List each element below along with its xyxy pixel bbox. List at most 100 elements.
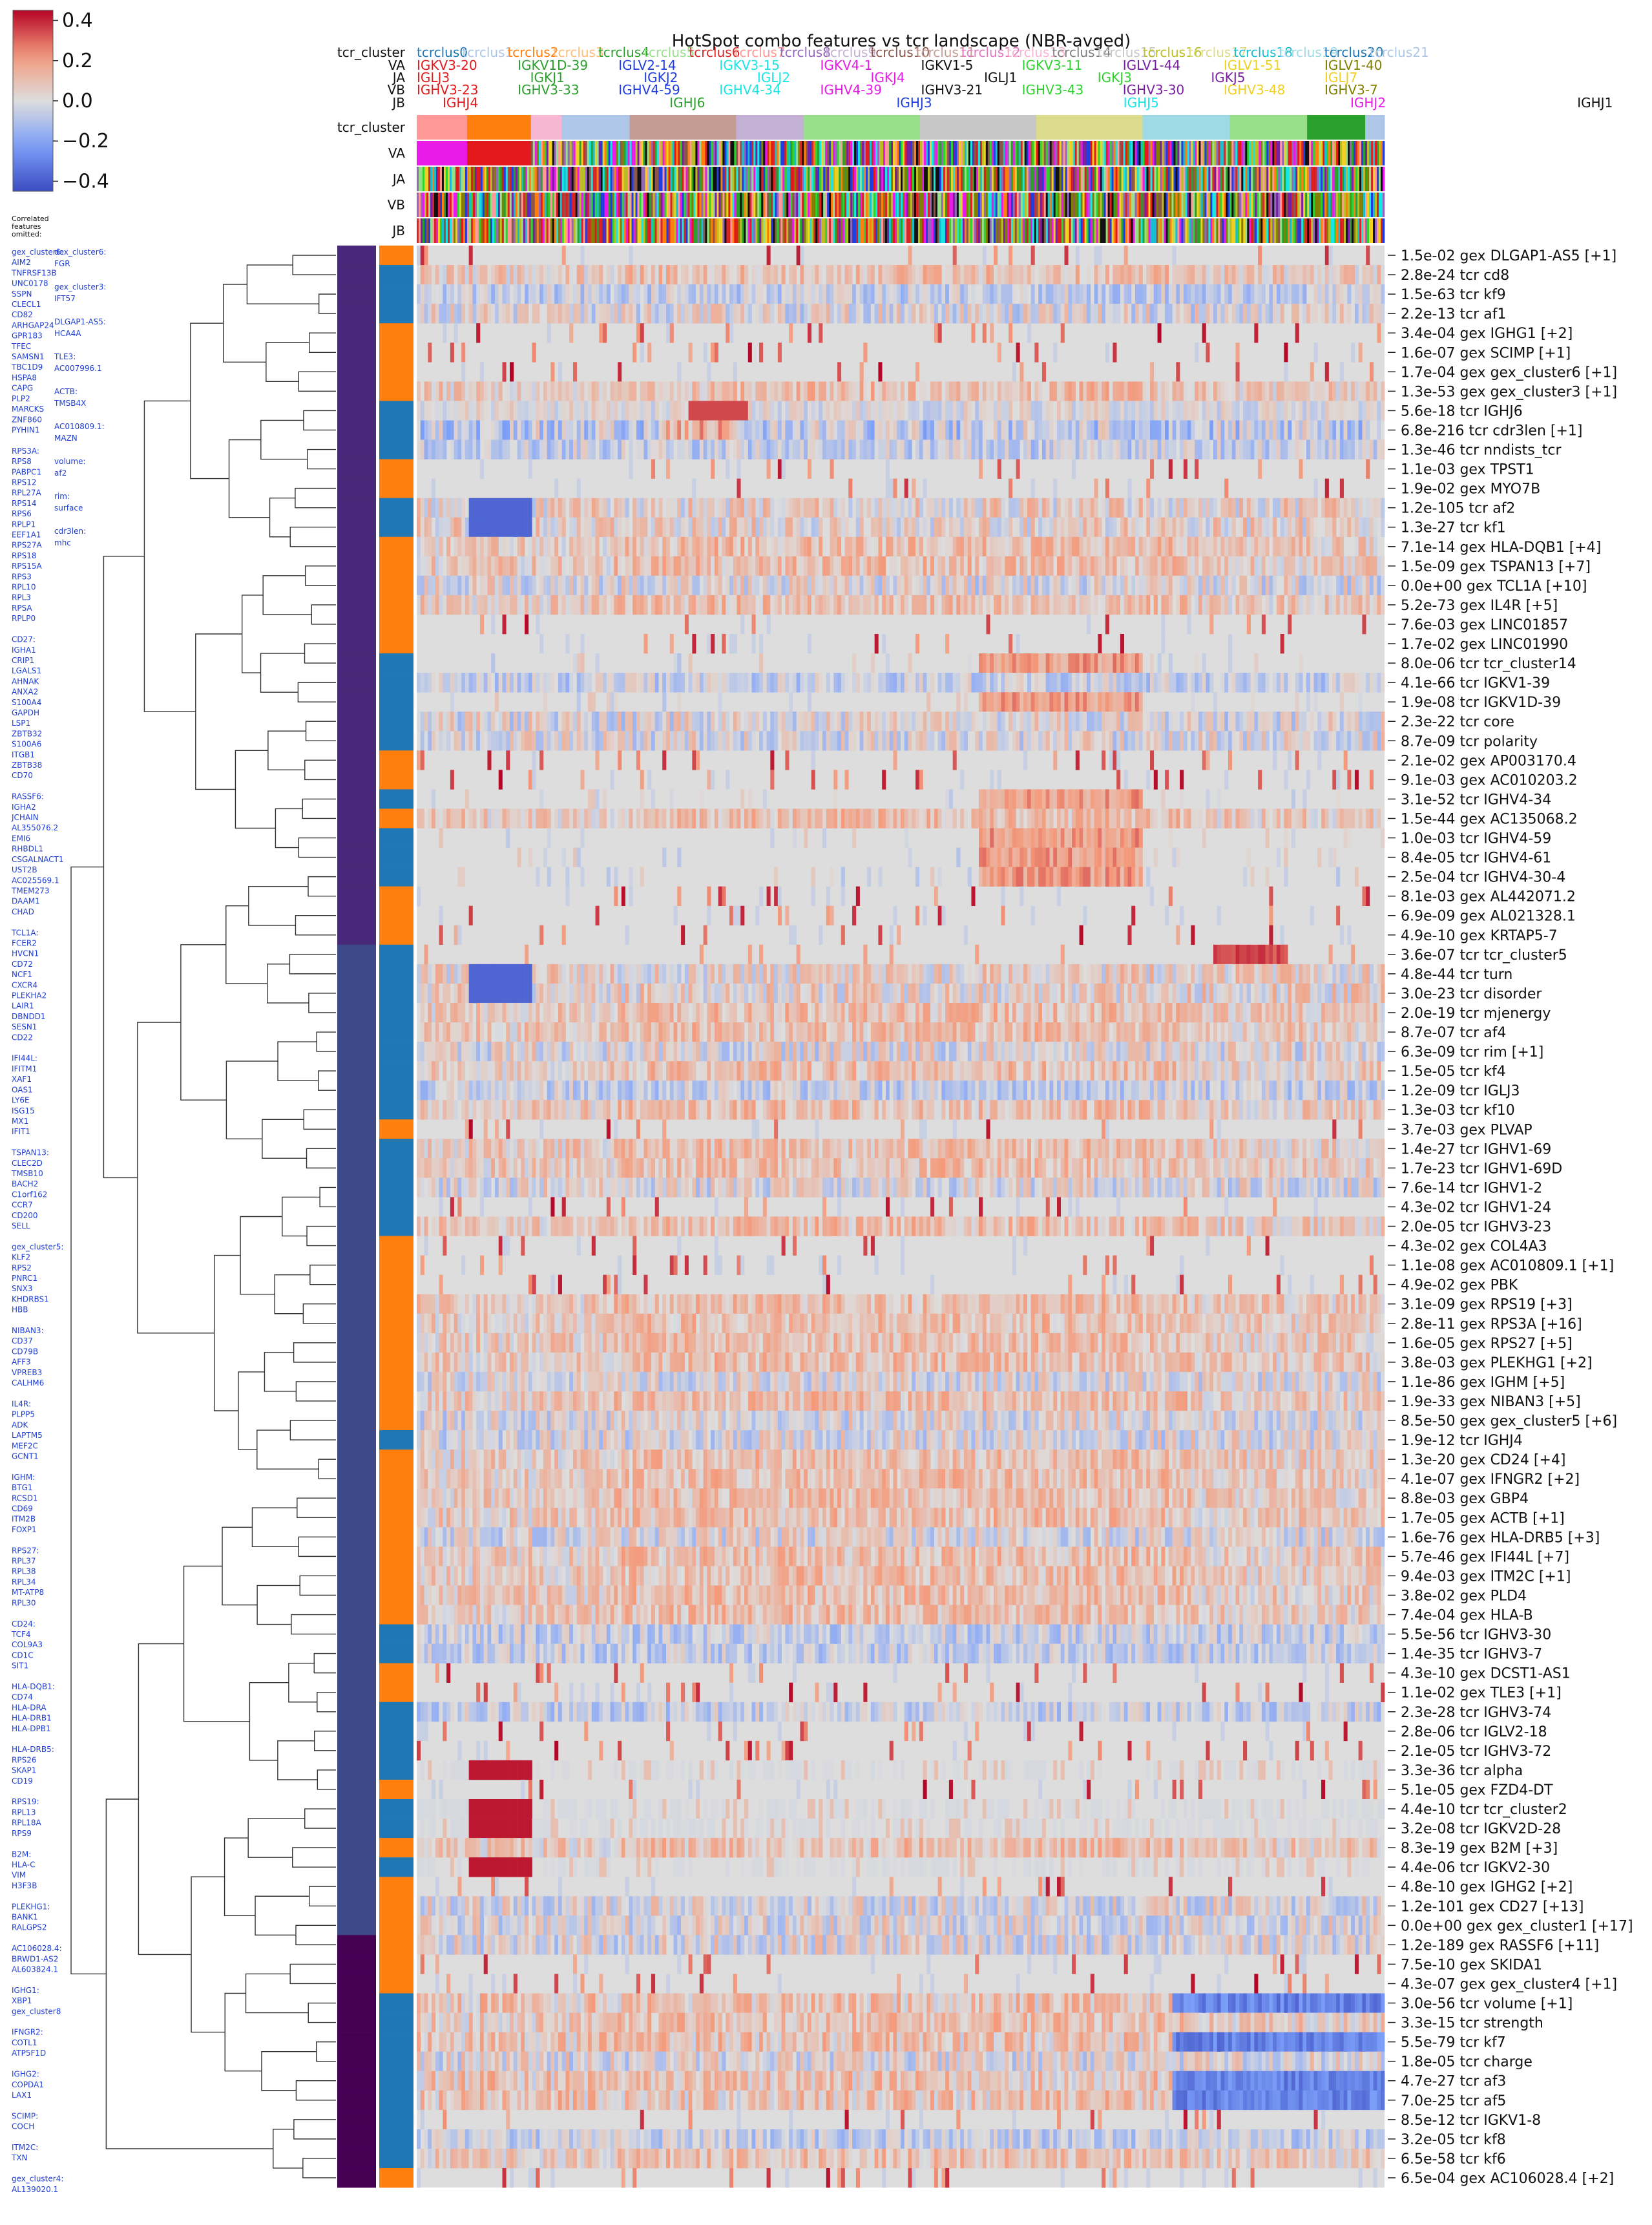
gene-header-label: IGHV3-7	[1324, 82, 1378, 98]
dendrogram-branch	[307, 448, 336, 470]
heatmap-cell	[565, 265, 570, 285]
heatmap-cell	[1195, 304, 1199, 324]
heatmap-cell	[1195, 284, 1199, 304]
heatmap-cell	[897, 401, 901, 421]
gene-header-label: IGHV4-34	[719, 82, 781, 98]
heatmap-cell	[874, 284, 879, 304]
track-cell	[1041, 218, 1045, 243]
omitted-feature: ZBTB32	[12, 729, 42, 738]
heatmap-cell	[673, 498, 678, 518]
track-cell	[649, 193, 651, 217]
track-cell	[486, 218, 489, 243]
track-cell	[1051, 193, 1054, 217]
heatmap-cell	[1332, 381, 1337, 401]
heatmap-cell	[1191, 284, 1195, 304]
track-cell	[468, 193, 472, 217]
row-side-type	[379, 1877, 413, 1897]
track-cell	[954, 193, 957, 217]
track-cell	[1315, 193, 1317, 217]
track-cell	[637, 193, 640, 217]
track-cell	[639, 167, 642, 191]
row-side-cluster	[337, 750, 376, 770]
heatmap-cell	[714, 439, 718, 459]
track-cell	[664, 141, 667, 165]
heatmap-cell	[424, 420, 428, 440]
heatmap-cell	[476, 517, 481, 538]
track-cell	[761, 167, 764, 191]
heatmap-cell	[1113, 343, 1117, 363]
track-cell	[546, 141, 549, 165]
track-cell	[966, 218, 969, 243]
heatmap-cell	[1045, 498, 1050, 518]
track-cell	[1195, 193, 1197, 217]
heatmap-cell	[1206, 381, 1210, 401]
track-cell	[1069, 141, 1071, 165]
track-cell	[525, 193, 528, 217]
track-cell	[1259, 167, 1261, 191]
heatmap-cell	[494, 284, 499, 304]
track-cell	[1355, 193, 1358, 217]
track-cell	[1065, 218, 1067, 243]
heatmap-cell	[468, 439, 473, 459]
heatmap-cell	[1087, 304, 1091, 324]
gene-header-label: IGKJ1	[530, 70, 565, 85]
track-cell	[1305, 193, 1308, 217]
track-cell	[1259, 193, 1261, 217]
heatmap-cell	[684, 284, 689, 304]
track-cell	[753, 167, 756, 191]
heatmap-cell	[707, 517, 711, 538]
heatmap-cell	[848, 439, 853, 459]
heatmap-cell	[945, 401, 950, 421]
track-cell	[1102, 218, 1104, 243]
track-cell	[422, 167, 425, 191]
track-cell	[496, 167, 499, 191]
track-cell	[1231, 193, 1234, 217]
omitted-feature: COCH	[12, 2122, 34, 2131]
heatmap-cell	[550, 536, 555, 557]
heatmap-cell	[1324, 478, 1329, 498]
track-cell	[806, 141, 808, 165]
track-cell	[1024, 141, 1027, 165]
track-cell	[1074, 141, 1077, 165]
heatmap-cell	[781, 498, 786, 518]
heatmap-cell	[811, 439, 815, 459]
track-cell	[1040, 141, 1043, 165]
track-cell	[794, 141, 797, 165]
track-cell	[966, 141, 969, 165]
heatmap-cell	[558, 401, 562, 421]
omitted-feature: KLF2	[12, 1253, 30, 1262]
track-cell	[589, 141, 591, 165]
heatmap-cell	[424, 284, 428, 304]
heatmap-cell	[494, 304, 499, 324]
heatmap-cell	[1217, 284, 1221, 304]
heatmap-cell	[1313, 439, 1318, 459]
track-cell	[523, 141, 526, 165]
track-cell	[740, 141, 742, 165]
heatmap-cell	[833, 517, 838, 538]
dendrogram-branch	[316, 2041, 336, 2062]
heatmap-cell	[1195, 381, 1199, 401]
track-cell	[786, 141, 789, 165]
heatmap-cell	[536, 381, 540, 401]
row-side-type	[379, 1255, 413, 1275]
track-cell	[1274, 167, 1277, 191]
heatmap-cell	[726, 420, 730, 440]
track-cell	[1167, 193, 1170, 217]
heatmap-cell	[1075, 304, 1080, 324]
heatmap-cell	[636, 420, 640, 440]
track-cell	[792, 167, 795, 191]
track-cell	[767, 167, 769, 191]
omitted-feature: IFIT1	[12, 1127, 30, 1136]
heatmap-cell	[662, 439, 667, 459]
heatmap-cell	[1217, 420, 1221, 440]
heatmap-cell	[1105, 478, 1109, 498]
track-cell	[618, 193, 620, 217]
heatmap-cell	[807, 381, 812, 401]
heatmap-cell	[696, 401, 700, 421]
track-cell	[939, 167, 942, 191]
heatmap-cell	[633, 401, 637, 421]
track-cell	[1262, 141, 1265, 165]
track-cell	[981, 193, 985, 217]
track-cell	[565, 141, 568, 165]
track-cell	[1291, 167, 1294, 191]
